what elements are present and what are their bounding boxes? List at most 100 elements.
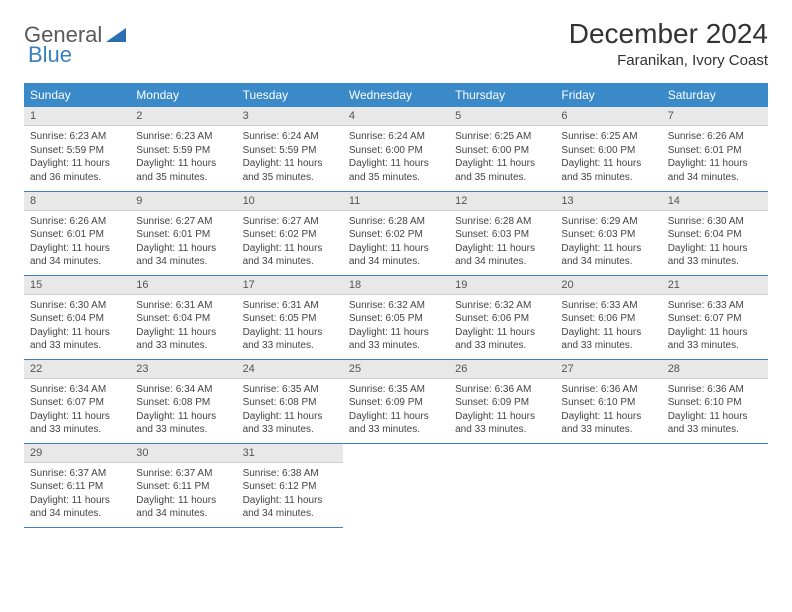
daylight-line: Daylight: 11 hours and 33 minutes. — [243, 326, 337, 353]
daylight-line: Daylight: 11 hours and 34 minutes. — [243, 242, 337, 269]
daylight-line: Daylight: 11 hours and 33 minutes. — [30, 410, 124, 437]
sunset-line: Sunset: 6:11 PM — [136, 480, 230, 494]
calendar-cell: 15Sunrise: 6:30 AMSunset: 6:04 PMDayligh… — [24, 275, 130, 359]
daylight-line: Daylight: 11 hours and 34 minutes. — [136, 242, 230, 269]
calendar-cell: 1Sunrise: 6:23 AMSunset: 5:59 PMDaylight… — [24, 107, 130, 191]
sunrise-line: Sunrise: 6:31 AM — [243, 299, 337, 313]
day-content: Sunrise: 6:28 AMSunset: 6:02 PMDaylight:… — [343, 211, 449, 275]
sunrise-line: Sunrise: 6:33 AM — [561, 299, 655, 313]
day-content: Sunrise: 6:25 AMSunset: 6:00 PMDaylight:… — [449, 126, 555, 190]
sunset-line: Sunset: 6:05 PM — [349, 312, 443, 326]
weekday-header: Saturday — [662, 83, 768, 107]
sunrise-line: Sunrise: 6:24 AM — [349, 130, 443, 144]
day-number: 27 — [555, 360, 661, 379]
daylight-line: Daylight: 11 hours and 33 minutes. — [455, 410, 549, 437]
day-number: 16 — [130, 276, 236, 295]
sunset-line: Sunset: 6:01 PM — [668, 144, 762, 158]
day-number: 24 — [237, 360, 343, 379]
day-number: 23 — [130, 360, 236, 379]
daylight-line: Daylight: 11 hours and 35 minutes. — [455, 157, 549, 184]
calendar-row: 22Sunrise: 6:34 AMSunset: 6:07 PMDayligh… — [24, 359, 768, 443]
calendar-row: 29Sunrise: 6:37 AMSunset: 6:11 PMDayligh… — [24, 443, 768, 527]
calendar-cell: 28Sunrise: 6:36 AMSunset: 6:10 PMDayligh… — [662, 359, 768, 443]
calendar-cell: 12Sunrise: 6:28 AMSunset: 6:03 PMDayligh… — [449, 191, 555, 275]
day-number: 28 — [662, 360, 768, 379]
calendar-cell: 3Sunrise: 6:24 AMSunset: 5:59 PMDaylight… — [237, 107, 343, 191]
day-content: Sunrise: 6:27 AMSunset: 6:02 PMDaylight:… — [237, 211, 343, 275]
sunrise-line: Sunrise: 6:33 AM — [668, 299, 762, 313]
sunrise-line: Sunrise: 6:28 AM — [349, 215, 443, 229]
daylight-line: Daylight: 11 hours and 34 minutes. — [668, 157, 762, 184]
daylight-line: Daylight: 11 hours and 34 minutes. — [455, 242, 549, 269]
header: General December 2024 Faranikan, Ivory C… — [24, 18, 768, 69]
month-title: December 2024 — [569, 18, 768, 50]
day-number: 7 — [662, 107, 768, 126]
calendar-cell: 9 Sunrise: 6:27 AMSunset: 6:01 PMDaylight… — [130, 191, 236, 275]
sunset-line: Sunset: 6:01 PM — [136, 228, 230, 242]
day-number: 8 — [24, 192, 130, 211]
calendar-cell: 7 Sunrise: 6:26 AMSunset: 6:01 PMDaylight… — [662, 107, 768, 191]
daylight-line: Daylight: 11 hours and 34 minutes. — [243, 494, 337, 521]
calendar-row: 15 Sunrise: 6:30 AM Sunset: 6:04 PM Dayligh… — [24, 275, 768, 359]
day-number: 21 — [662, 276, 768, 295]
day-number: 25 — [343, 360, 449, 379]
sunrise-line: Sunrise: 6:29 AM — [561, 215, 655, 229]
daylight-line: Daylight: 11 hours and 35 minutes. — [349, 157, 443, 184]
sunset-line: Sunset: 6:09 PM — [455, 396, 549, 410]
daylight-line: Daylight: 11 hours and 33 minutes. — [561, 410, 655, 437]
sunset-line: Sunset: 6:08 PM — [136, 396, 230, 410]
day-content: Sunrise: 6:35 AMSunset: 6:09 PMDaylight:… — [343, 379, 449, 443]
sunrise-line: Sunrise: 6:27 AM — [243, 215, 337, 229]
day-content: Sunrise: 6:32 AMSunset: 6:06 PMDaylight:… — [449, 295, 555, 359]
sunset-line: Sunset: 6:03 PM — [455, 228, 549, 242]
sunrise-line: Sunrise: 6:27 AM — [136, 215, 230, 229]
sunset-line: Sunset: 6:00 PM — [561, 144, 655, 158]
sunrise-line: Sunrise: 6:25 AM — [455, 130, 549, 144]
day-number: 31 — [237, 444, 343, 463]
sunset-line: Sunset: 5:59 PM — [136, 144, 230, 158]
day-content: Sunrise: 6:36 AMSunset: 6:09 PMDaylight:… — [449, 379, 555, 443]
sunrise-line: Sunrise: 6:35 AM — [349, 383, 443, 397]
day-content: Sunrise: 6:24 AMSunset: 6:00 PMDaylight:… — [343, 126, 449, 190]
calendar-cell — [343, 443, 449, 527]
day-content: Sunrise: 6:32 AMSunset: 6:05 PMDaylight:… — [343, 295, 449, 359]
day-content: Sunrise: 6:34 AMSunset: 6:07 PMDaylight:… — [24, 379, 130, 443]
day-number: 15 — [24, 276, 130, 295]
sunrise-line: Sunrise: 6:25 AM — [561, 130, 655, 144]
daylight-line: Daylight: 11 hours and 33 minutes. — [668, 326, 762, 353]
day-content: Sunrise: 6:37 AMSunset: 6:11 PMDaylight:… — [24, 463, 130, 527]
calendar-cell: 16Sunrise: 6:31 AMSunset: 6:04 PMDayligh… — [130, 275, 236, 359]
daylight-line: Daylight: 11 hours and 34 minutes. — [349, 242, 443, 269]
calendar-row: 1Sunrise: 6:23 AMSunset: 5:59 PMDaylight… — [24, 107, 768, 191]
daylight-line: Daylight: 11 hours and 36 minutes. — [30, 157, 124, 184]
daylight-line: Daylight: 11 hours and 34 minutes. — [30, 494, 124, 521]
day-number: 26 — [449, 360, 555, 379]
day-content: Sunrise: 6:37 AMSunset: 6:11 PMDaylight:… — [130, 463, 236, 527]
day-number: 1 — [24, 107, 130, 126]
sunset-line: Sunset: 6:01 PM — [30, 228, 124, 242]
sunset-line: Sunset: 6:00 PM — [349, 144, 443, 158]
day-content: Sunrise: 6:29 AMSunset: 6:03 PMDaylight:… — [555, 211, 661, 275]
weekday-header: Wednesday — [343, 83, 449, 107]
day-content: Sunrise: 6:23 AMSunset: 5:59 PMDaylight:… — [130, 126, 236, 190]
daylight-line: Daylight: 11 hours and 33 minutes. — [349, 326, 443, 353]
weekday-header: Tuesday — [237, 83, 343, 107]
sunset-line: Sunset: 6:07 PM — [668, 312, 762, 326]
sunset-line: Sunset: 6:03 PM — [561, 228, 655, 242]
sunrise-line: Sunrise: 6:30 AM — [30, 299, 124, 313]
sunrise-line: Sunrise: 6:30 AM — [668, 215, 762, 229]
sunrise-line: Sunrise: 6:32 AM — [455, 299, 549, 313]
day-number: 10 — [237, 192, 343, 211]
calendar-row: 8Sunrise: 6:26 AMSunset: 6:01 PMDaylight… — [24, 191, 768, 275]
sunrise-line: Sunrise: 6:23 AM — [136, 130, 230, 144]
calendar-cell: 2Sunrise: 6:23 AMSunset: 5:59 PMDaylight… — [130, 107, 236, 191]
sunrise-line: Sunrise: 6:26 AM — [668, 130, 762, 144]
daylight-line: Daylight: 11 hours and 34 minutes. — [30, 242, 124, 269]
daylight-line: Daylight: 11 hours and 33 minutes. — [668, 410, 762, 437]
sunset-line: Sunset: 6:04 PM — [136, 312, 230, 326]
day-content: Sunrise: 6:35 AMSunset: 6:08 PMDaylight:… — [237, 379, 343, 443]
sunset-line: Sunset: 6:02 PM — [349, 228, 443, 242]
sunrise-line: Sunrise: 6:36 AM — [561, 383, 655, 397]
day-content: Sunrise: 6:25 AMSunset: 6:00 PMDaylight:… — [555, 126, 661, 190]
day-number: 9 — [130, 192, 236, 211]
